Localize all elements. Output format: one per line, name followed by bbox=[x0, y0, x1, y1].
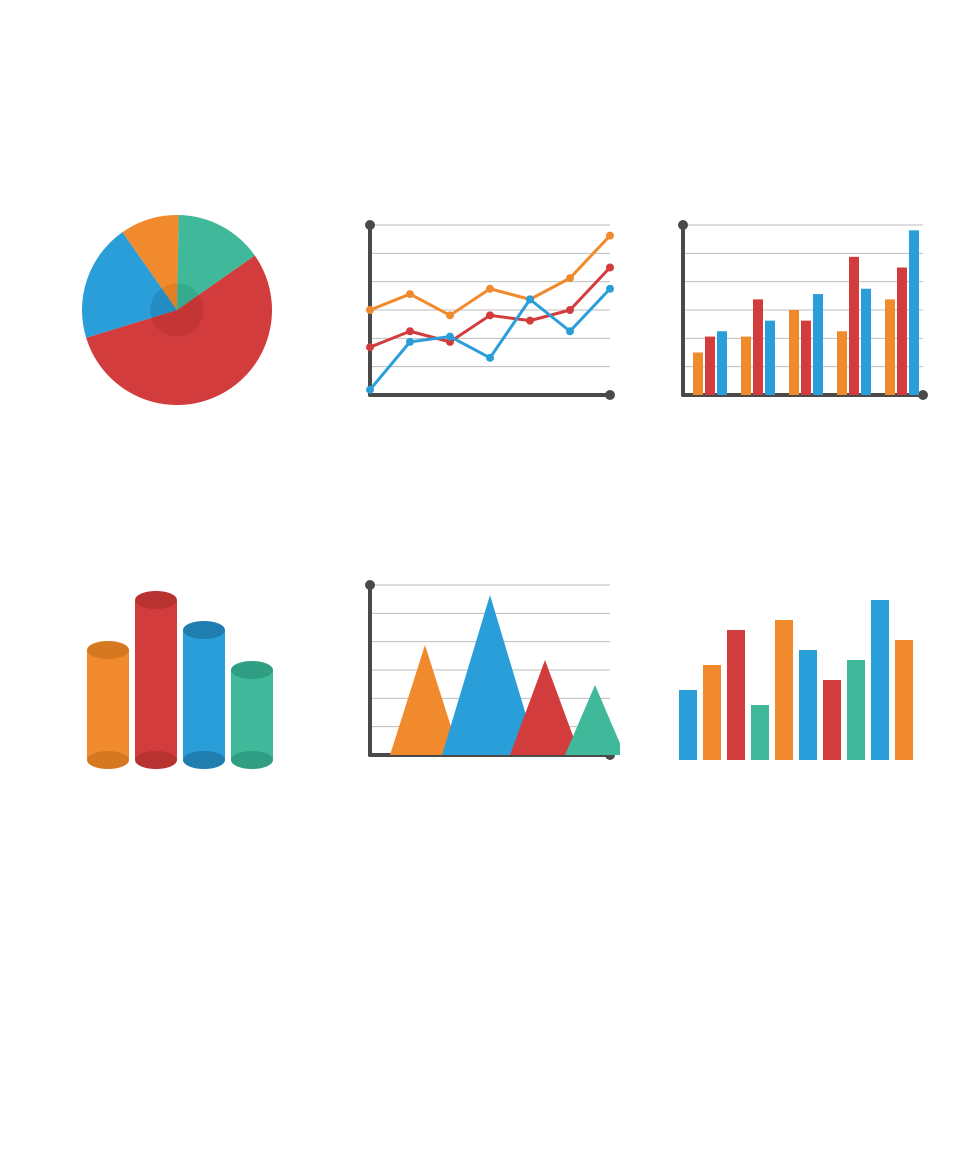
triangle-chart-icon bbox=[360, 570, 620, 770]
bar-chart-icon bbox=[673, 570, 933, 770]
grouped-bar-chart-icon bbox=[673, 210, 933, 410]
pie-chart-icon bbox=[47, 210, 307, 410]
chart-icon-grid bbox=[40, 170, 940, 810]
cylinder-chart-icon bbox=[47, 570, 307, 770]
line-chart-icon bbox=[360, 210, 620, 410]
